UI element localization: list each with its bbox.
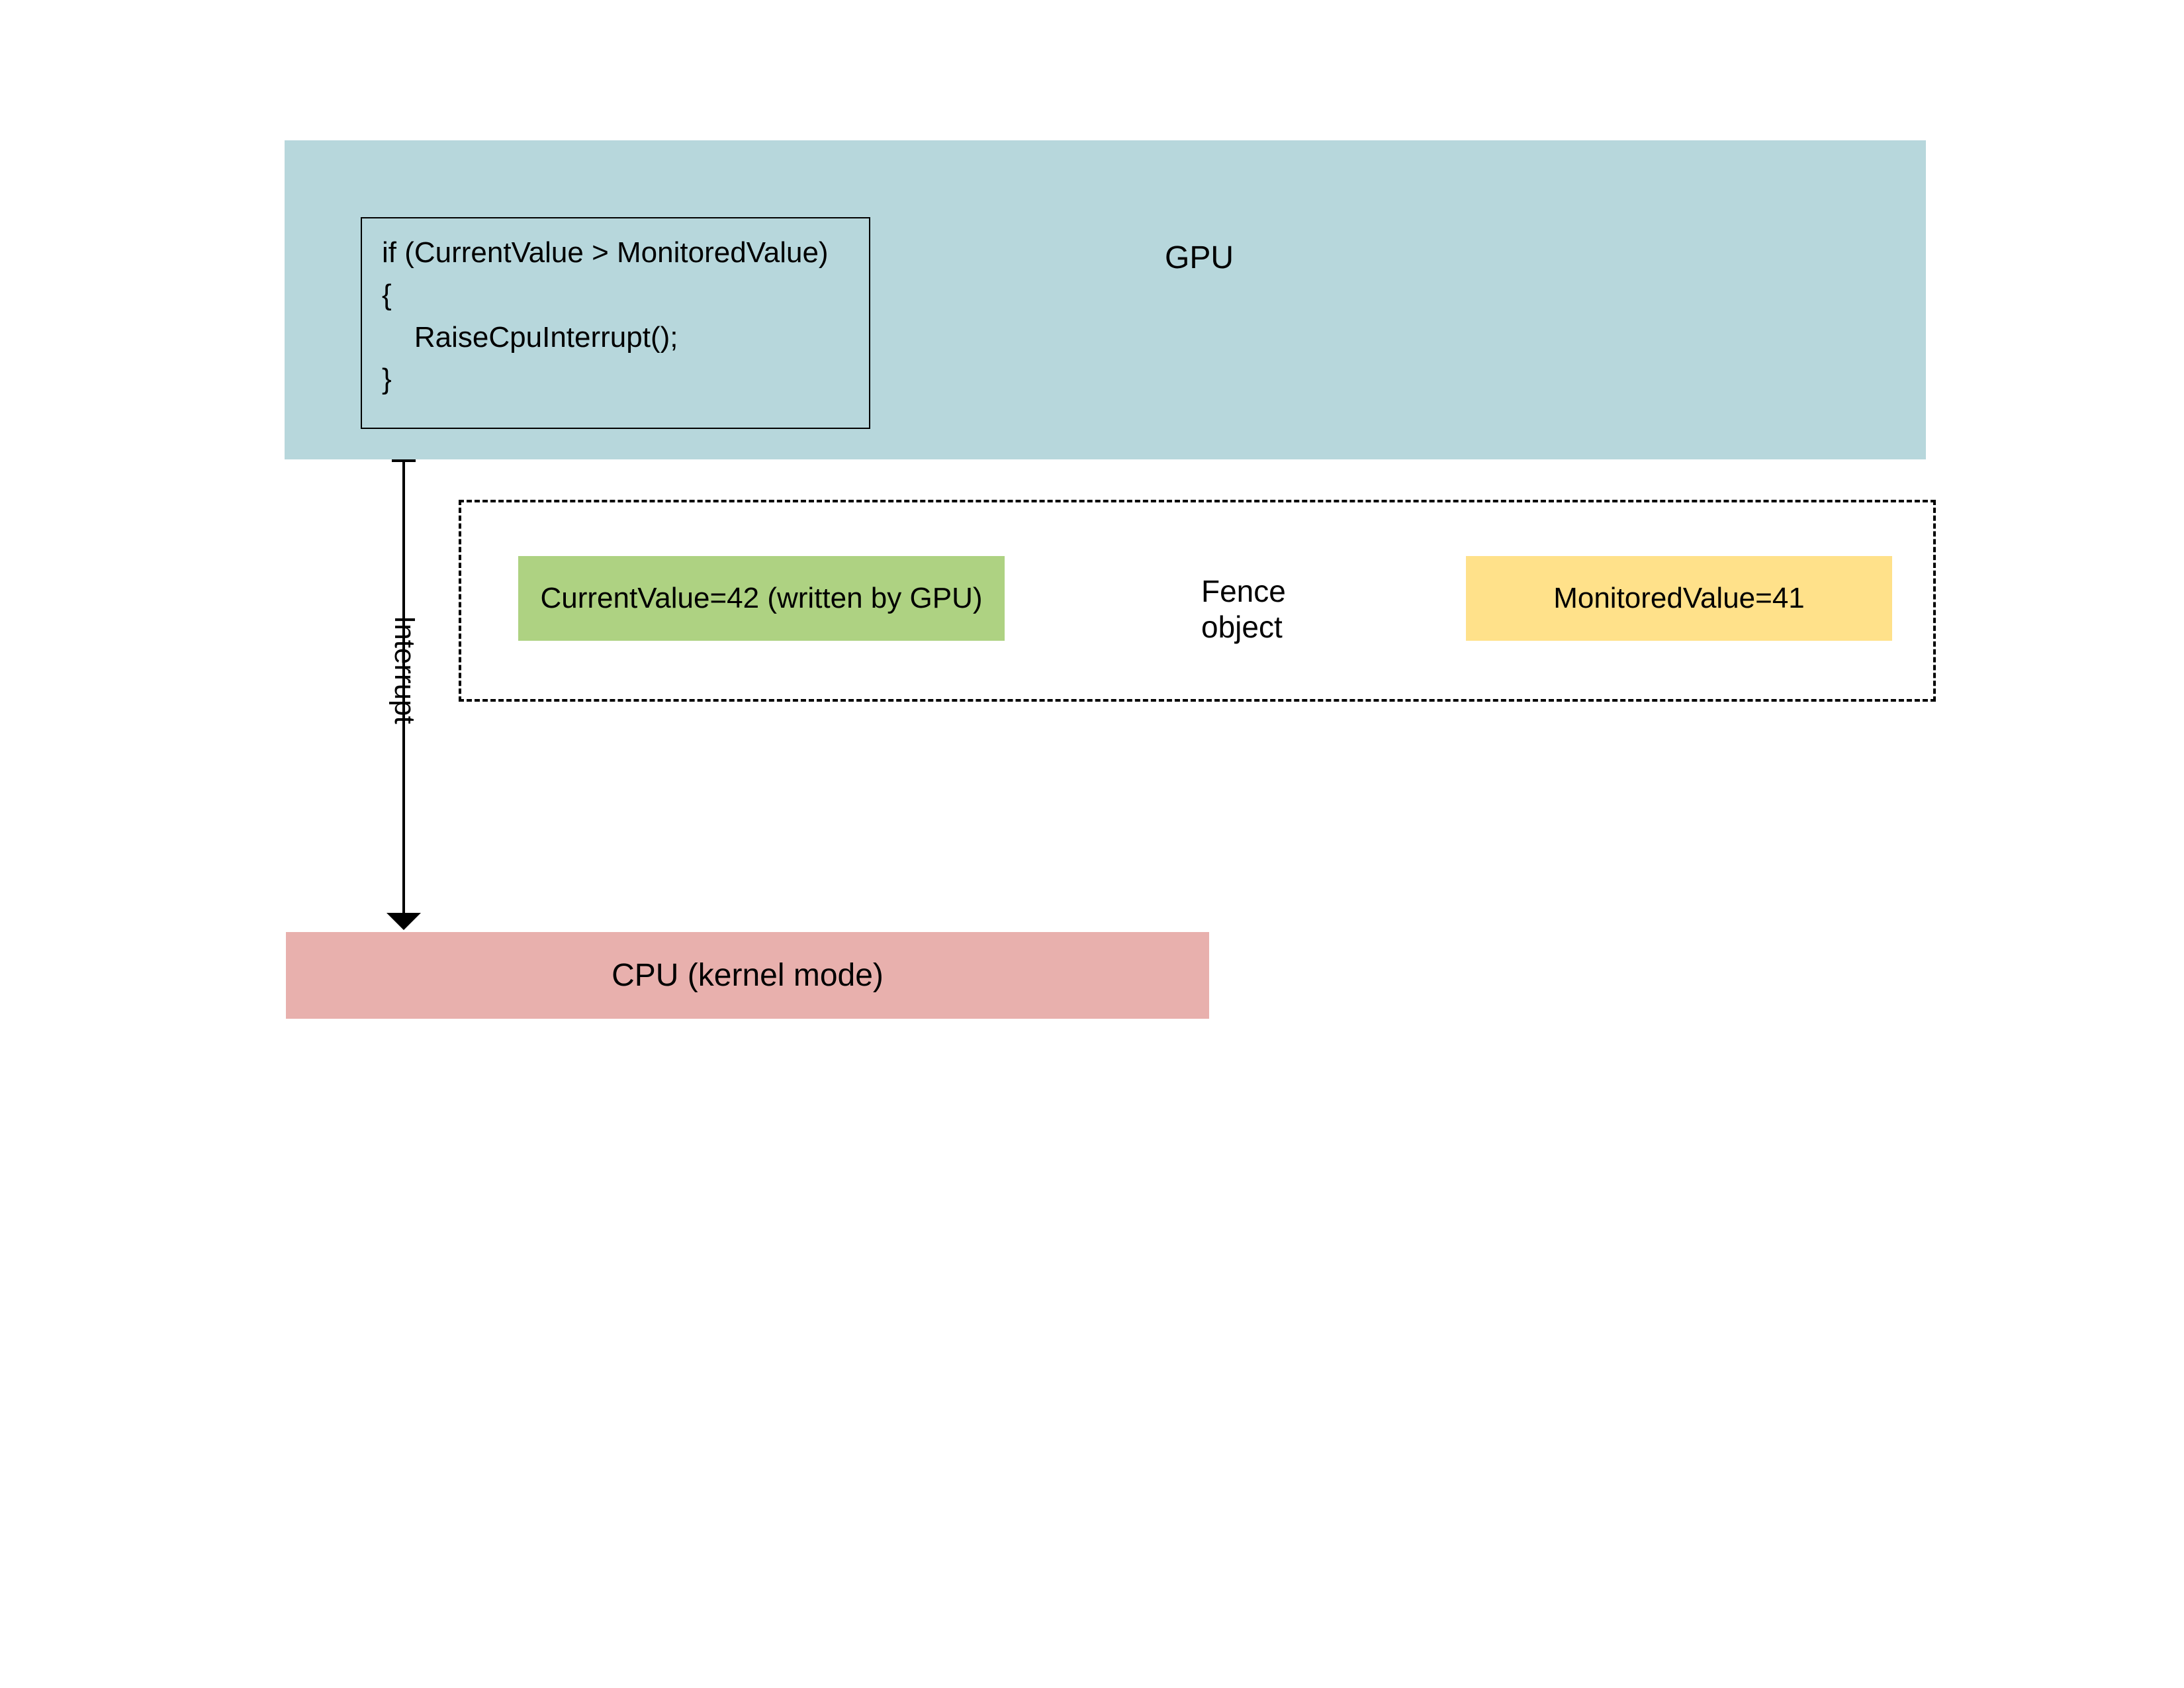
current-value-box: CurrentValue=42 (written by GPU) (518, 556, 1005, 641)
monitored-value-text: MonitoredValue=41 (1553, 582, 1805, 615)
monitored-value-box: MonitoredValue=41 (1466, 556, 1892, 641)
current-value-text: CurrentValue=42 (written by GPU) (540, 582, 982, 615)
cpu-box: CPU (kernel mode) (286, 932, 1209, 1019)
gpu-label: GPU (1165, 240, 1234, 276)
interrupt-arrow-head (387, 913, 421, 930)
interrupt-label: Interrupt (388, 616, 421, 724)
cpu-label: CPU (kernel mode) (612, 957, 884, 994)
gpu-code-box: if (CurrentValue > MonitoredValue) { Rai… (361, 217, 870, 429)
fence-object-label: Fence object (1201, 573, 1286, 645)
